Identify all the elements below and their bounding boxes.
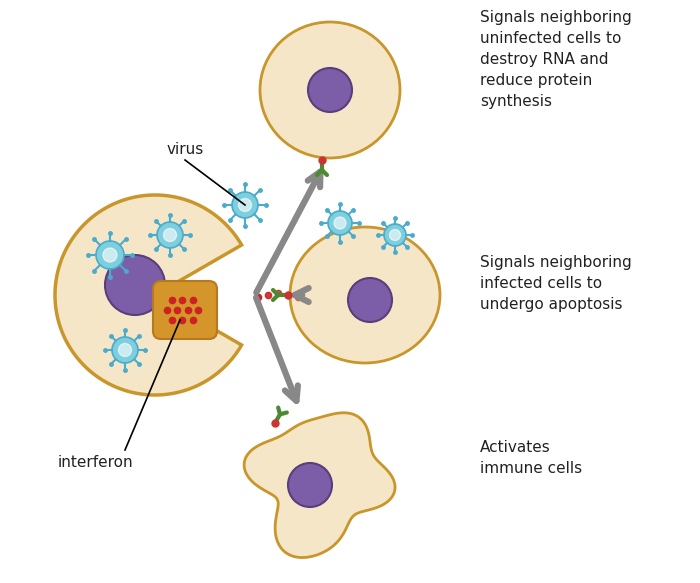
Circle shape xyxy=(157,222,183,248)
Text: Signals neighboring
uninfected cells to
destroy RNA and
reduce protein
synthesis: Signals neighboring uninfected cells to … xyxy=(480,10,631,109)
Circle shape xyxy=(112,337,138,363)
Circle shape xyxy=(232,192,258,218)
Circle shape xyxy=(239,198,251,212)
Ellipse shape xyxy=(290,227,440,363)
Circle shape xyxy=(118,343,132,356)
Circle shape xyxy=(328,211,352,235)
Circle shape xyxy=(96,241,124,269)
Circle shape xyxy=(164,229,176,241)
Text: Signals neighboring
infected cells to
undergo apoptosis: Signals neighboring infected cells to un… xyxy=(480,255,631,312)
Circle shape xyxy=(384,224,406,246)
Circle shape xyxy=(334,217,346,229)
Text: interferon: interferon xyxy=(57,455,133,470)
Circle shape xyxy=(308,68,352,112)
Circle shape xyxy=(103,248,117,262)
Ellipse shape xyxy=(260,22,400,158)
Text: Activates
immune cells: Activates immune cells xyxy=(480,440,582,476)
Text: virus: virus xyxy=(167,142,204,157)
Circle shape xyxy=(348,278,392,322)
FancyBboxPatch shape xyxy=(153,281,217,339)
Circle shape xyxy=(105,255,165,315)
Polygon shape xyxy=(244,413,395,557)
Circle shape xyxy=(389,230,400,241)
Circle shape xyxy=(288,463,332,507)
Polygon shape xyxy=(55,195,241,395)
